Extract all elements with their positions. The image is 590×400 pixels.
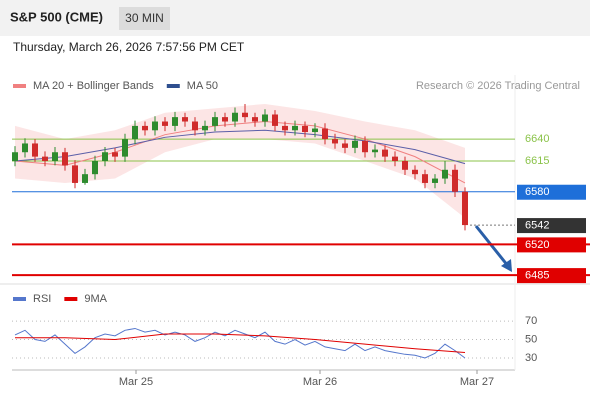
candle-body [222, 117, 228, 122]
candle-body [22, 143, 28, 153]
moving-average [14, 121, 466, 184]
rsi-line [14, 327, 466, 359]
level-box [517, 268, 586, 284]
candle-body [362, 140, 368, 153]
candle-body [132, 125, 138, 140]
bollinger-band [15, 103, 465, 219]
candle-body [212, 117, 218, 126]
timeframe: 30 MIN [125, 11, 164, 25]
legend-swatch [13, 297, 26, 301]
forecast-arrow [474, 225, 510, 267]
level-label: 6485 [525, 270, 549, 282]
candle-body [402, 161, 408, 170]
candle-body [292, 125, 298, 131]
candle-body [342, 143, 348, 148]
candle-body [382, 149, 388, 157]
candle-body [52, 152, 58, 162]
legend-label: 9MA [84, 293, 107, 305]
datetime: Thursday, March 26, 2026 7:57:56 PM CET [13, 40, 245, 54]
x-tick-label: Mar 25 [119, 376, 153, 388]
arrow-head [501, 259, 512, 272]
candle-body [462, 191, 468, 226]
candle-body [352, 140, 358, 148]
candle-body [82, 174, 88, 183]
legend-label: MA 50 [187, 80, 218, 92]
legend-label: MA 20 + Bollinger Bands [33, 80, 154, 92]
candle-body [92, 161, 98, 175]
level-box [517, 218, 586, 234]
x-tick-label: Mar 26 [303, 376, 337, 388]
timeframe-badge [119, 7, 170, 30]
rsi-ma-line [15, 333, 466, 353]
candle-body [252, 117, 258, 122]
candle-body [122, 139, 128, 157]
moving-average [14, 129, 466, 165]
legend-swatch [64, 297, 78, 301]
candle-body [432, 178, 438, 183]
level-label: 6580 [525, 186, 549, 198]
candle-body [422, 174, 428, 183]
level-label: 6615 [525, 155, 549, 167]
candle-body [32, 143, 38, 157]
candle-body [412, 169, 418, 175]
candle-body [182, 117, 188, 122]
candle-body [242, 112, 248, 118]
legend-label: RSI [33, 293, 51, 305]
watermark: Research © 2026 Trading Central [416, 80, 580, 92]
candle-body [172, 117, 178, 126]
candle-body [112, 152, 118, 157]
y-tick-label: 50 [525, 333, 537, 345]
level-box [517, 184, 586, 200]
candle-body [102, 152, 108, 162]
legend-swatch [13, 84, 26, 88]
candle-body [452, 169, 458, 192]
candle-body [312, 128, 318, 133]
candle-body [62, 152, 68, 166]
candle-body [12, 152, 18, 162]
candle-body [162, 121, 168, 126]
y-tick-label: 30 [525, 352, 537, 364]
level-label: 6640 [525, 133, 549, 145]
candle-body [42, 156, 48, 162]
candle-body [142, 125, 148, 131]
candle-body [332, 139, 338, 144]
candle-body [372, 149, 378, 153]
candle-body [392, 156, 398, 162]
x-tick-label: Mar 27 [460, 376, 494, 388]
candle-body [282, 125, 288, 131]
y-tick-label: 70 [525, 315, 537, 327]
candle-body [192, 121, 198, 131]
candle-body [442, 169, 448, 179]
candle-body [232, 112, 238, 122]
candle-body [202, 125, 208, 131]
candle-body [152, 121, 158, 131]
candle-body [72, 165, 78, 183]
level-box [517, 237, 586, 253]
title: S&P 500 (CME) [10, 9, 103, 24]
level-label: 6520 [525, 239, 549, 251]
candle-body [302, 125, 308, 133]
candle-body [262, 114, 268, 122]
candle-body [322, 128, 328, 140]
legend-swatch [166, 84, 180, 88]
candle-body [272, 114, 278, 126]
level-label: 6542 [525, 219, 549, 231]
header-bar [0, 0, 590, 36]
